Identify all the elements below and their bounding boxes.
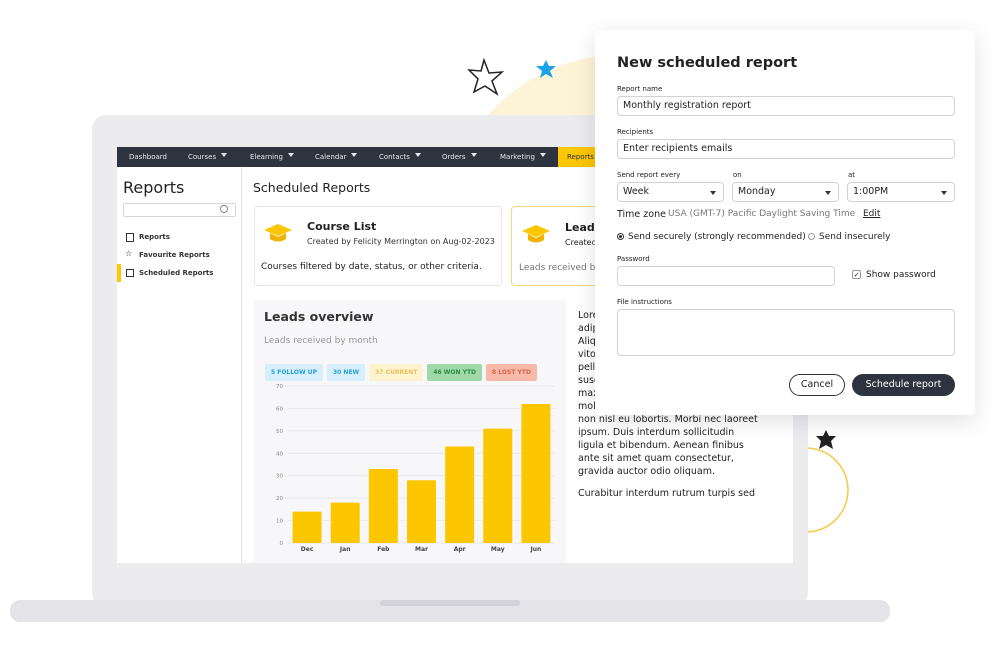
laptop-base	[10, 600, 890, 622]
badge: 5 FOLLOW UP	[265, 364, 323, 381]
search-box[interactable]	[123, 203, 236, 217]
sidebar-item[interactable]: Reports	[139, 233, 170, 241]
icon: ☆	[125, 249, 133, 258]
field-label: Time zone	[617, 209, 666, 220]
card-title: Course List	[307, 220, 377, 233]
badges: 5 FOLLOW UP 30 NEW 37 CURRENT 46 WON YTD 8 L…	[265, 359, 541, 381]
y-tick-label: 0	[280, 541, 284, 547]
radio[interactable]	[617, 233, 624, 240]
select[interactable]: Monday	[732, 182, 839, 202]
radio-label: Send securely (strongly recommended)	[628, 232, 806, 242]
y-tick-label: 10	[276, 519, 283, 525]
badge: 8 LOST YTD	[486, 364, 537, 381]
star-outline	[467, 57, 505, 96]
submit-button[interactable]: Schedule report	[852, 374, 955, 396]
paragraph: Curabitur interdum rutrum turpis sed	[578, 488, 755, 499]
field-label: Report name	[617, 85, 663, 93]
password-input[interactable]	[617, 266, 835, 286]
select[interactable]: 1:00PM	[847, 182, 955, 202]
field-label: on	[733, 171, 742, 179]
card-description: Courses filtered by date, status, or oth…	[261, 262, 482, 272]
field-label: Recipients	[617, 128, 654, 136]
card-subtitle: Created by	[565, 238, 610, 247]
edit-link[interactable]: Edit	[863, 209, 881, 219]
nav-item[interactable]: Calendar	[315, 147, 357, 167]
y-tick-label: 50	[276, 429, 283, 435]
x-tick-label: Feb	[377, 546, 390, 553]
bar	[292, 511, 322, 543]
bar	[445, 446, 475, 543]
bar-chart: 0 10 20 30 40 50 60 70 Dec Jan Feb Mar Apr May Jun	[276, 384, 555, 553]
badge: 46 WON YTD	[427, 364, 483, 381]
badge: 37 CURRENT	[369, 364, 424, 381]
x-tick-label: Apr	[454, 546, 466, 553]
text-input[interactable]: Monthly registration report	[617, 96, 955, 116]
x-tick-label: Jun	[530, 546, 542, 553]
x-tick-label: Jan	[339, 546, 351, 553]
y-tick-label: 40	[276, 451, 283, 457]
report-card[interactable]	[254, 206, 502, 286]
x-tick-label: Dec	[301, 546, 314, 553]
icon	[126, 233, 134, 242]
grad-icon	[263, 222, 293, 244]
nav-item[interactable]: Orders	[442, 147, 477, 167]
card-subtitle: Created by Felicity Merrington on Aug-02…	[307, 237, 495, 246]
bar	[368, 468, 398, 543]
checkbox[interactable]: ✓	[852, 270, 861, 279]
sidebar-item[interactable]: Scheduled Reports	[139, 269, 214, 277]
field-label: File instructions	[617, 298, 672, 306]
star-dark	[816, 430, 836, 449]
search-icon	[220, 205, 228, 213]
star-blue	[536, 60, 556, 78]
chart-title: Leads overview	[264, 309, 374, 324]
field-label: Send report every	[617, 171, 681, 179]
laptop-notch	[380, 600, 520, 606]
y-tick-label: 60	[276, 406, 283, 412]
sidebar-item[interactable]: Favourite Reports	[139, 251, 210, 259]
badge: 30 NEW	[326, 364, 366, 381]
field-label: at	[848, 171, 856, 179]
timezone-value: USA (GMT-7) Pacific Daylight Saving Time	[668, 209, 856, 219]
active-marker	[117, 264, 121, 282]
text-input[interactable]: Enter recipients emails	[617, 139, 955, 159]
bar	[483, 428, 513, 543]
sidebar-divider	[241, 167, 242, 563]
nav-item[interactable]: Elearning	[250, 147, 294, 167]
nav-item[interactable]: Dashboard	[129, 153, 167, 161]
nav-item[interactable]: Courses	[188, 147, 227, 167]
y-tick-label: 20	[276, 496, 283, 502]
card-description: Leads received by month	[519, 263, 633, 273]
nav-active	[558, 147, 595, 167]
chart-subtitle: Leads received by month	[264, 336, 378, 346]
modal-title: New scheduled report	[617, 55, 798, 71]
y-tick-label: 30	[276, 474, 283, 480]
bar	[407, 480, 436, 543]
x-tick-label: May	[491, 546, 505, 553]
cancel-button[interactable]: Cancel	[789, 374, 845, 396]
checkbox-label: Show password	[866, 270, 936, 280]
nav-item[interactable]: Contacts	[379, 147, 421, 167]
icon	[126, 269, 134, 277]
x-tick-label: Mar	[415, 546, 428, 553]
nav-item[interactable]: Marketing	[500, 147, 546, 167]
select[interactable]: Week	[617, 182, 724, 202]
page-title: Scheduled Reports	[253, 180, 371, 195]
radio[interactable]	[808, 233, 815, 240]
bar	[330, 502, 360, 543]
bar	[521, 403, 551, 543]
radio-label: Send insecurely	[819, 232, 891, 242]
nav-item[interactable]: Reports	[567, 153, 594, 161]
field-label: Password	[617, 255, 650, 263]
textarea[interactable]	[617, 309, 955, 356]
y-tick-label: 70	[276, 384, 283, 390]
sidebar-title: Reports	[123, 178, 185, 197]
